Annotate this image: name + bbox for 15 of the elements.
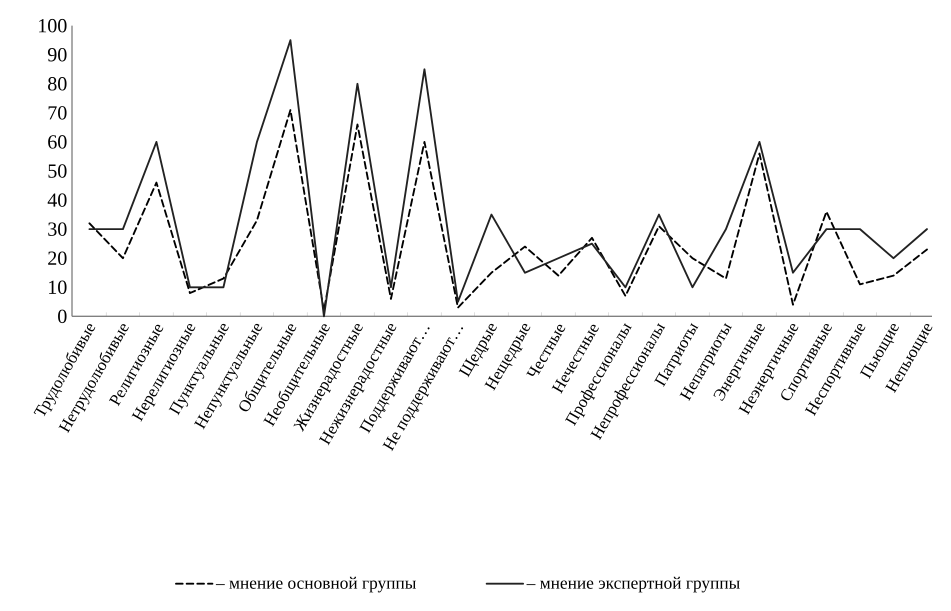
y-tick-label: 90 bbox=[48, 48, 67, 62]
y-tick-label: 70 bbox=[48, 106, 67, 120]
y-tick-label: 80 bbox=[48, 77, 67, 91]
y-tick-label: 0 bbox=[58, 310, 67, 324]
legend-label: – мнение основной группы bbox=[216, 576, 416, 592]
y-tick-label: 60 bbox=[48, 135, 67, 149]
legend-label: – мнение экспертной группы bbox=[526, 576, 740, 592]
line-series bbox=[88, 109, 928, 312]
y-tick-label: 50 bbox=[48, 164, 67, 178]
y-tick-label: 40 bbox=[48, 193, 67, 207]
line-series bbox=[88, 39, 928, 318]
y-tick-label: 30 bbox=[48, 222, 67, 236]
y-tick-label: 10 bbox=[49, 280, 67, 294]
y-tick-label: 100 bbox=[39, 18, 67, 32]
y-tick-label: 20 bbox=[48, 251, 67, 265]
